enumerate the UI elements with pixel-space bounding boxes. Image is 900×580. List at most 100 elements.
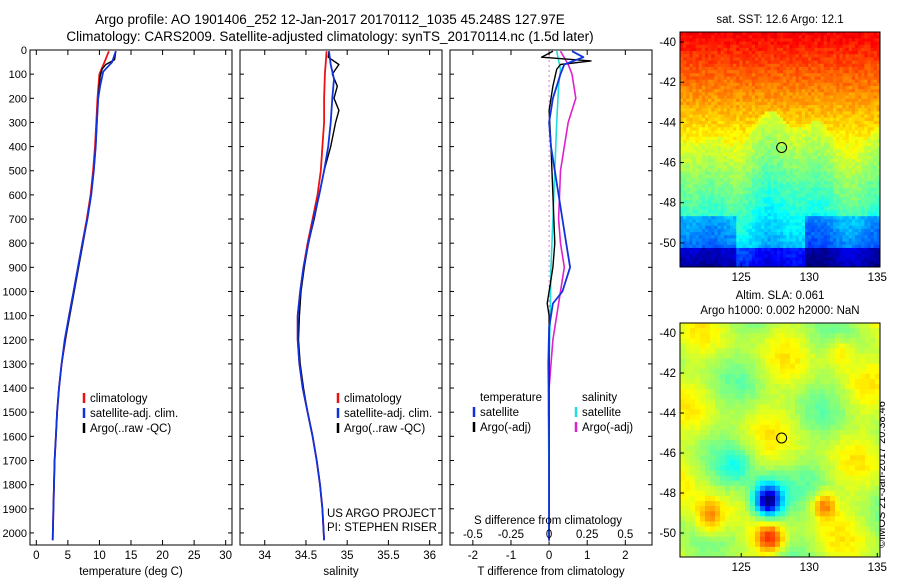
sst_map-cell	[748, 216, 753, 220]
sst_map-cell	[867, 171, 872, 176]
sst_map-cell	[680, 117, 684, 122]
sst_map-cell	[698, 232, 703, 236]
sst_map-cell	[805, 152, 809, 157]
sst_map-cell	[801, 51, 806, 55]
sst_map-cell	[801, 41, 806, 46]
sst_map-cell	[683, 54, 687, 58]
sst_map-cell	[851, 76, 856, 81]
sst_map-cell	[758, 98, 762, 103]
sst_map-cell	[867, 143, 872, 147]
sst_map-cell	[736, 73, 740, 77]
sst_map-cell	[714, 241, 718, 246]
sst_map-cell	[689, 35, 693, 39]
sst_map-cell	[826, 51, 831, 55]
sst_map-cell	[776, 98, 781, 103]
sst_map-cell	[855, 92, 859, 96]
sst_map-cell	[830, 228, 834, 233]
sst_map-cell	[739, 251, 743, 255]
sst_map-cell	[786, 178, 790, 182]
sst_map-cell	[839, 219, 843, 223]
sst_map-cell	[708, 130, 712, 135]
sst_map-cell	[817, 244, 822, 249]
sst_map-cell	[692, 228, 697, 233]
sst_map-cell	[745, 228, 750, 233]
sst_map-cell	[873, 200, 878, 204]
sst_map-cell	[767, 190, 772, 195]
sst_map-cell	[826, 244, 831, 249]
sst_map-cell	[770, 136, 775, 141]
sst_map-cell	[848, 254, 853, 258]
differences-xtick-label: 1	[584, 550, 590, 562]
sst_map-cell	[861, 114, 865, 119]
sst_map-cell	[814, 187, 818, 192]
sst_map-cell	[726, 139, 731, 144]
sst_map-cell	[798, 190, 803, 195]
sst_map-cell	[814, 190, 818, 195]
sst_map-cell	[848, 32, 853, 36]
sst_map-cell	[773, 54, 778, 58]
sst_map-cell	[876, 57, 881, 61]
sst_map-cell	[833, 124, 837, 128]
sst_map-cell	[789, 41, 793, 46]
sst_map-cell	[833, 127, 837, 131]
sst_map-cell	[861, 222, 865, 227]
sst_map-cell	[739, 219, 743, 223]
sst_map-cell	[730, 219, 734, 223]
sst_map-cell	[686, 155, 690, 160]
sst_map-cell	[817, 139, 822, 144]
sst_map-cell	[758, 257, 762, 262]
sst_map-cell	[792, 165, 797, 169]
sst_map-cell	[692, 76, 697, 81]
sst_map-cell	[817, 181, 822, 185]
sst_map-cell	[817, 152, 822, 157]
sst_map-cell	[836, 174, 840, 179]
sst_map-cell	[689, 184, 693, 189]
sst_map-cell	[798, 57, 803, 61]
temperature-xtick-label: 15	[125, 550, 138, 562]
sst_map-cell	[705, 181, 709, 185]
sst_map-cell	[686, 225, 690, 230]
sst_map-cell	[736, 92, 740, 96]
sst_map-cell	[851, 54, 856, 58]
sst_map-cell	[751, 101, 756, 106]
sst_map-cell	[714, 174, 718, 179]
sst_map-cell	[801, 203, 806, 208]
sst_map-cell	[708, 193, 712, 198]
salinity-diff-tick-label: -0.5	[463, 529, 483, 541]
sst_map-cell	[820, 222, 825, 227]
sst_map-cell	[823, 117, 828, 122]
sst_map-cell	[789, 76, 793, 81]
sst_map-cell	[786, 60, 790, 65]
sst_map-cell	[751, 149, 756, 154]
sst_map-cell	[761, 38, 765, 42]
sst_map-cell	[867, 203, 872, 208]
sst_map-cell	[858, 257, 862, 262]
sst_map-cell	[739, 63, 743, 68]
sst_map-cell	[705, 216, 709, 220]
sst_map-cell	[708, 216, 712, 220]
sst_map-cell	[730, 168, 734, 173]
sst_map-cell	[692, 44, 697, 49]
sst_map-cell	[780, 213, 784, 217]
sst_map-cell	[842, 254, 847, 258]
sst_map-cell	[770, 171, 775, 176]
sst_map-cell	[770, 238, 775, 242]
sst_map-cell	[758, 139, 762, 144]
sst_map-cell	[811, 168, 815, 173]
sst_map-cell	[717, 222, 722, 227]
sst_map-cell	[751, 105, 756, 109]
sst_map-cell	[817, 178, 822, 182]
sst_map-cell	[811, 222, 815, 227]
sst_map-cell	[773, 228, 778, 233]
sst_map-cell	[780, 111, 784, 115]
sst_map-cell	[745, 117, 750, 122]
sst_map-cell	[692, 187, 697, 192]
sst_map-cell	[801, 143, 806, 147]
sst_map-cell	[842, 235, 847, 239]
sst_map-cell	[839, 54, 843, 58]
sst_map-cell	[858, 32, 862, 36]
sst_map-cell	[686, 193, 690, 198]
sst_map-cell	[830, 244, 834, 249]
sst_map-cell	[720, 263, 725, 268]
sst_map-cell	[808, 165, 812, 169]
